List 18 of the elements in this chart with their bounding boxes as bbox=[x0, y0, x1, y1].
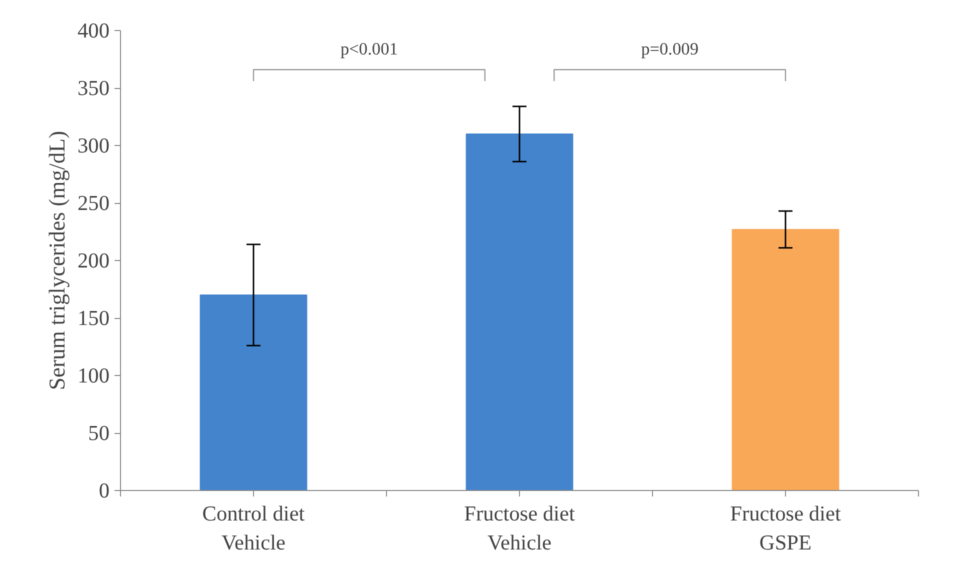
y-tick-label: 200 bbox=[78, 248, 110, 272]
bar bbox=[200, 294, 308, 490]
y-tick-label: 0 bbox=[98, 478, 110, 502]
y-tick-label: 350 bbox=[78, 76, 110, 100]
y-tick-label: 300 bbox=[78, 134, 110, 158]
x-tick-label: Fructose diet GSPE bbox=[730, 502, 841, 554]
bar bbox=[732, 228, 840, 490]
y-tick-label: 400 bbox=[78, 18, 110, 42]
annotation: p<0.001 bbox=[340, 39, 398, 58]
x-tick-label: Control diet Vehicle bbox=[202, 502, 305, 554]
bar bbox=[466, 134, 574, 490]
x-tick-label: Fructose diet Vehicle bbox=[464, 502, 575, 554]
y-tick-label: 100 bbox=[78, 364, 110, 388]
annotation: p=0.009 bbox=[641, 39, 699, 58]
y-axis-title: Serum triglycerides (mg/dL) bbox=[44, 130, 70, 390]
y-tick-label: 150 bbox=[78, 306, 110, 330]
y-tick-label: 250 bbox=[78, 191, 110, 215]
y-tick-label: 50 bbox=[88, 421, 110, 445]
